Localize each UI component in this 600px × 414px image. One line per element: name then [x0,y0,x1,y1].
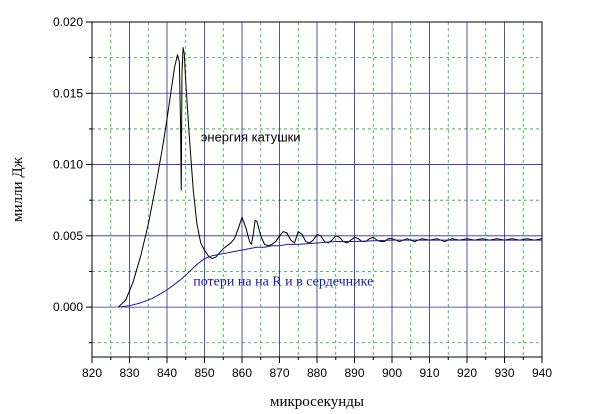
y-tick-label: 0.000 [53,300,83,314]
x-tick-labels: 820 830 840 850 860 870 880 890 900 910 920 930 940 [82,366,552,380]
x-tick-label: 900 [382,366,402,380]
series-line-losses [118,239,542,308]
y-tick-labels: 0.000 0.005 0.010 0.015 0.020 [53,15,83,314]
x-tick-label: 870 [269,366,289,380]
x-tick-label: 820 [82,366,102,380]
x-tick-label: 920 [457,366,477,380]
x-tick-label: 890 [344,366,364,380]
y-tick-label: 0.015 [53,86,83,100]
major-gridlines [92,22,542,357]
x-tick-label: 880 [307,366,327,380]
annotation-coil-energy: энергия катушки [201,130,301,145]
x-tick-label: 830 [119,366,139,380]
x-tick-label: 910 [419,366,439,380]
x-tick-label: 930 [494,366,514,380]
y-tick-label: 0.005 [53,229,83,243]
x-tick-label: 840 [157,366,177,380]
annotation-losses: потери на на R и в сердечнике [193,275,373,290]
series-layer [117,47,543,308]
x-tick-label: 940 [532,366,552,380]
y-axis-label: милли Дж [10,156,26,221]
x-tick-label: 850 [194,366,214,380]
y-tick-label: 0.020 [53,15,83,29]
y-tick-label: 0.010 [53,158,83,172]
x-tick-label: 860 [232,366,252,380]
series-line-coil-energy [117,47,543,308]
x-axis-label: микросекунды [270,394,364,410]
axis-ticks [86,21,543,363]
